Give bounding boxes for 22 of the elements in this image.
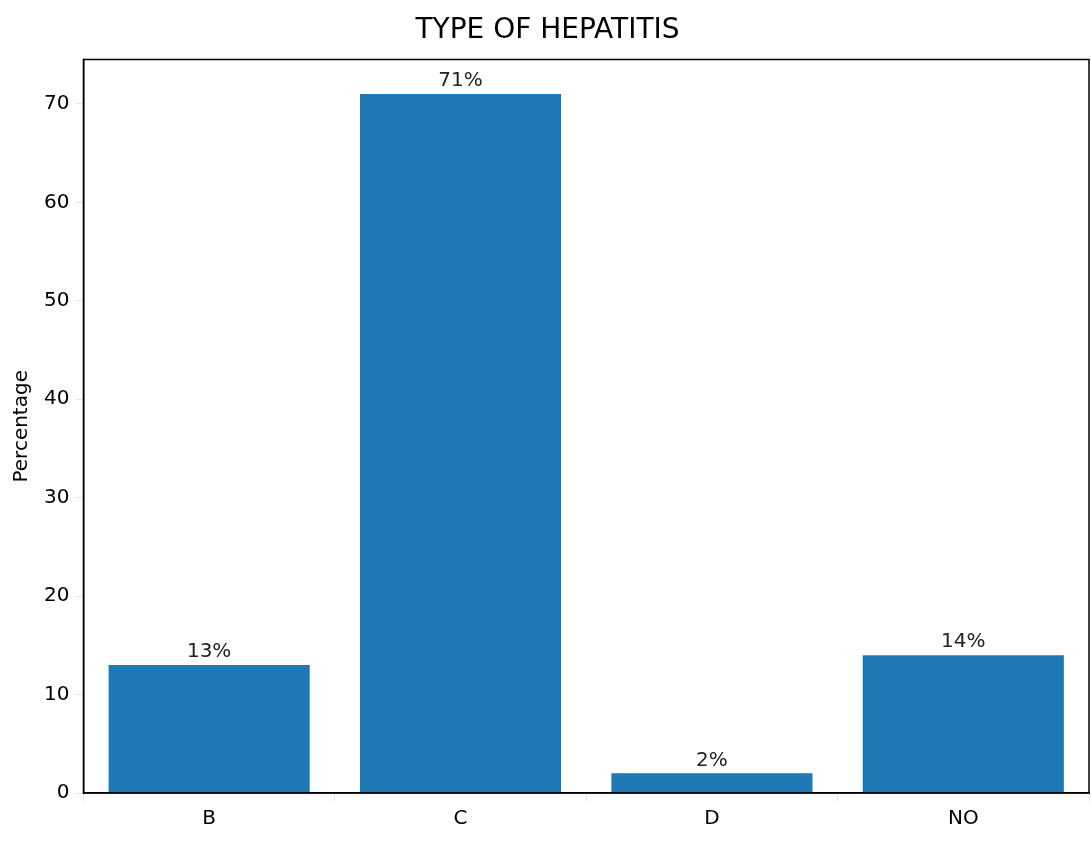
data-label: 13%: [186, 638, 232, 663]
y-tick-label: 50: [44, 286, 70, 311]
y-tick-label: 0: [56, 779, 70, 804]
bar: [108, 665, 310, 793]
y-axis-title: Percentage: [8, 370, 33, 483]
bar: [359, 94, 562, 793]
x-tick-label: B: [202, 805, 217, 830]
bar: [611, 773, 813, 793]
x-tick-label: D: [704, 805, 720, 830]
y-tick-label: 60: [44, 188, 70, 213]
x-tick-label: C: [453, 805, 468, 830]
bar: [862, 655, 1064, 793]
y-tick-label: 10: [44, 680, 70, 705]
y-tick-label: 30: [44, 483, 70, 508]
y-tick-label: 20: [44, 582, 70, 607]
data-label: 14%: [941, 628, 986, 653]
chart-title: TYPE OF HEPATITIS: [414, 12, 680, 46]
data-label: 2%: [696, 746, 728, 771]
data-label: 71%: [438, 67, 483, 92]
y-tick-label: 70: [44, 90, 70, 115]
y-tick-label: 40: [44, 385, 70, 410]
x-tick-label: NO: [947, 805, 979, 830]
